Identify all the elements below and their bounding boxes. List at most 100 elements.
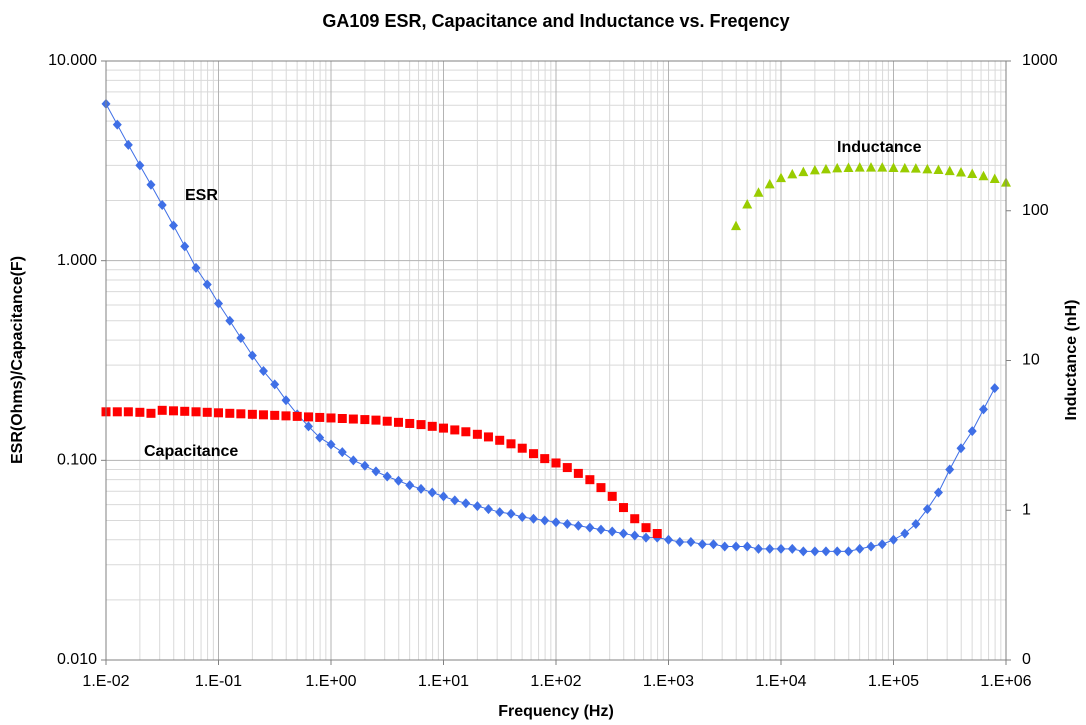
point	[641, 532, 651, 543]
point	[652, 529, 662, 539]
point	[978, 170, 989, 181]
point	[461, 427, 471, 437]
point	[742, 199, 753, 209]
point	[990, 383, 1000, 394]
point	[427, 487, 437, 498]
point	[618, 503, 628, 513]
point	[944, 165, 955, 176]
point	[551, 458, 561, 468]
point	[618, 528, 628, 539]
point	[967, 168, 978, 178]
point	[866, 541, 876, 552]
point	[247, 350, 257, 361]
point	[911, 518, 921, 529]
point	[866, 162, 877, 172]
point	[135, 160, 145, 171]
point	[798, 166, 809, 177]
point	[529, 513, 539, 524]
point	[123, 139, 133, 150]
point	[596, 483, 606, 493]
point	[214, 298, 223, 309]
point	[889, 534, 898, 545]
point	[247, 409, 257, 419]
point	[236, 332, 246, 343]
point	[809, 164, 820, 175]
point	[731, 541, 741, 552]
point	[730, 220, 741, 231]
point	[483, 432, 493, 442]
y-tick-label: 0.100	[57, 452, 97, 469]
y-axis-title: ESR(Ohms)/Capacitance(F)	[9, 256, 26, 464]
point	[573, 468, 583, 478]
point	[585, 475, 595, 485]
point	[787, 543, 797, 554]
point	[900, 528, 910, 539]
point	[955, 167, 966, 177]
point	[562, 518, 572, 529]
point	[596, 524, 606, 535]
point	[956, 443, 966, 454]
chart-title: GA109 ESR, Capacitance and Inductance vs…	[322, 11, 789, 31]
point	[393, 475, 403, 486]
point	[214, 408, 223, 418]
point	[180, 406, 190, 416]
x-tick-label: 1.E+00	[305, 673, 356, 690]
point	[754, 543, 764, 554]
point	[348, 455, 358, 466]
point	[585, 522, 595, 533]
series-label: Capacitance	[144, 443, 238, 460]
point	[540, 515, 550, 526]
point	[832, 162, 843, 173]
point	[258, 410, 268, 420]
point	[776, 172, 786, 183]
x-tick-label: 1.E-01	[195, 673, 242, 690]
point	[854, 162, 865, 172]
point	[427, 421, 437, 431]
y-tick-label: 1.000	[57, 252, 97, 269]
series-label: ESR	[185, 187, 218, 204]
point	[495, 435, 505, 445]
series-label: Inductance	[837, 139, 922, 156]
point	[922, 163, 933, 174]
point	[630, 530, 640, 541]
point	[495, 507, 505, 518]
x-tick-label: 1.E+02	[530, 673, 581, 690]
y2-tick-label: 1000	[1022, 52, 1058, 69]
point	[393, 417, 403, 427]
point	[899, 162, 910, 173]
point	[168, 220, 178, 231]
point	[416, 483, 426, 494]
point	[787, 168, 798, 179]
point	[708, 539, 718, 550]
point	[989, 173, 1000, 183]
point	[191, 407, 201, 417]
point	[112, 119, 122, 130]
point	[573, 520, 583, 531]
point	[337, 447, 347, 458]
point	[529, 449, 539, 459]
point	[776, 543, 786, 554]
x-axis-title: Frequency (Hz)	[498, 703, 614, 720]
y2-tick-label: 1	[1022, 501, 1031, 518]
point	[506, 439, 516, 449]
marks	[101, 98, 1011, 557]
point	[630, 514, 640, 524]
point	[517, 512, 527, 523]
point	[146, 408, 156, 418]
point	[304, 412, 314, 422]
x-tick-label: 1.E+05	[868, 673, 919, 690]
point	[686, 536, 696, 547]
y2-tick-label: 10	[1022, 352, 1040, 369]
y-tick-label: 0.010	[57, 651, 97, 668]
point	[472, 429, 482, 439]
point	[326, 413, 336, 423]
point	[450, 425, 460, 435]
point	[843, 546, 853, 557]
point	[967, 426, 977, 437]
point	[697, 539, 707, 550]
x-tick-label: 1.E+03	[643, 673, 694, 690]
point	[562, 463, 572, 473]
point	[820, 163, 831, 174]
point	[292, 411, 302, 421]
